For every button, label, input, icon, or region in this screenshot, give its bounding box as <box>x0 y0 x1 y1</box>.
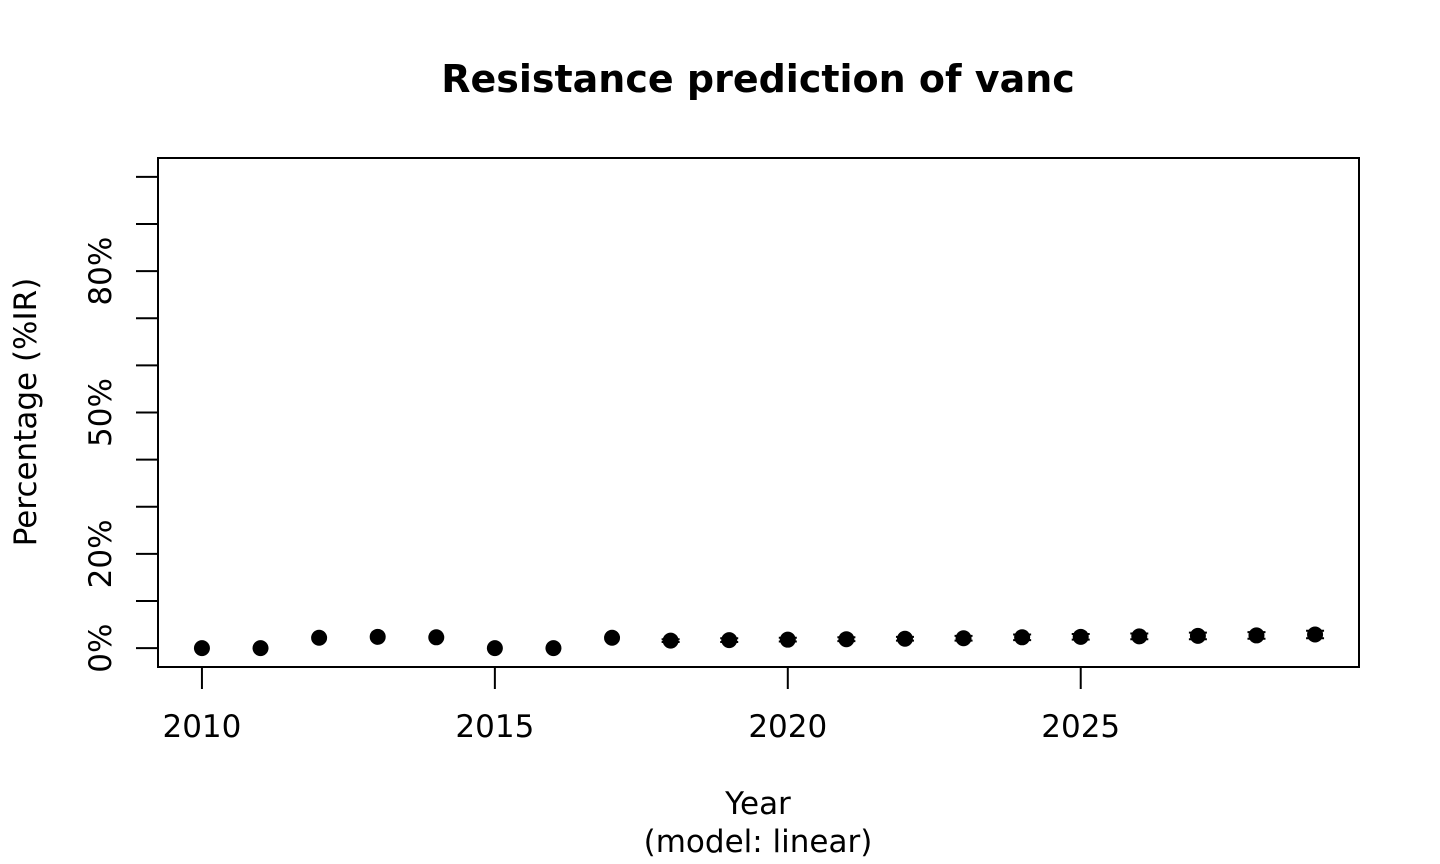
data-point <box>428 629 445 646</box>
data-point <box>311 629 328 646</box>
y-axis-label: Percentage (%IR) <box>8 278 44 547</box>
x-tick-label: 2025 <box>1041 709 1120 745</box>
data-point <box>1131 628 1148 645</box>
data-point <box>1189 627 1206 644</box>
data-point <box>1248 627 1265 644</box>
y-tick-label: 50% <box>83 378 119 447</box>
x-axis-sublabel: (model: linear) <box>644 824 873 860</box>
data-point <box>896 630 913 647</box>
y-axis: 0% 20% 50% 80% <box>83 175 159 673</box>
data-point <box>721 632 738 649</box>
error-bars <box>661 629 1325 644</box>
data-point <box>838 631 855 648</box>
data-point <box>604 629 621 646</box>
data-point <box>1072 628 1089 645</box>
data-point <box>545 640 562 657</box>
data-point <box>779 631 796 648</box>
data-point <box>486 640 503 657</box>
x-tick-label: 2020 <box>748 709 827 745</box>
data-point <box>252 640 269 657</box>
chart-title: Resistance prediction of vanc <box>441 57 1075 101</box>
data-point <box>193 640 210 657</box>
data-point <box>1307 626 1324 643</box>
data-points <box>193 626 1324 657</box>
data-point <box>369 628 386 645</box>
x-axis-label: Year <box>724 786 791 822</box>
y-tick-label: 80% <box>83 237 119 306</box>
data-point <box>955 630 972 647</box>
y-tick-label: 0% <box>83 624 119 673</box>
data-point <box>1014 629 1031 646</box>
x-axis: 2010 2015 2020 2025 <box>162 666 1120 745</box>
y-tick-label: 20% <box>83 519 119 588</box>
data-point <box>662 632 679 649</box>
plot-frame <box>157 157 1360 668</box>
x-tick-label: 2010 <box>162 709 241 745</box>
x-tick-label: 2015 <box>455 709 534 745</box>
